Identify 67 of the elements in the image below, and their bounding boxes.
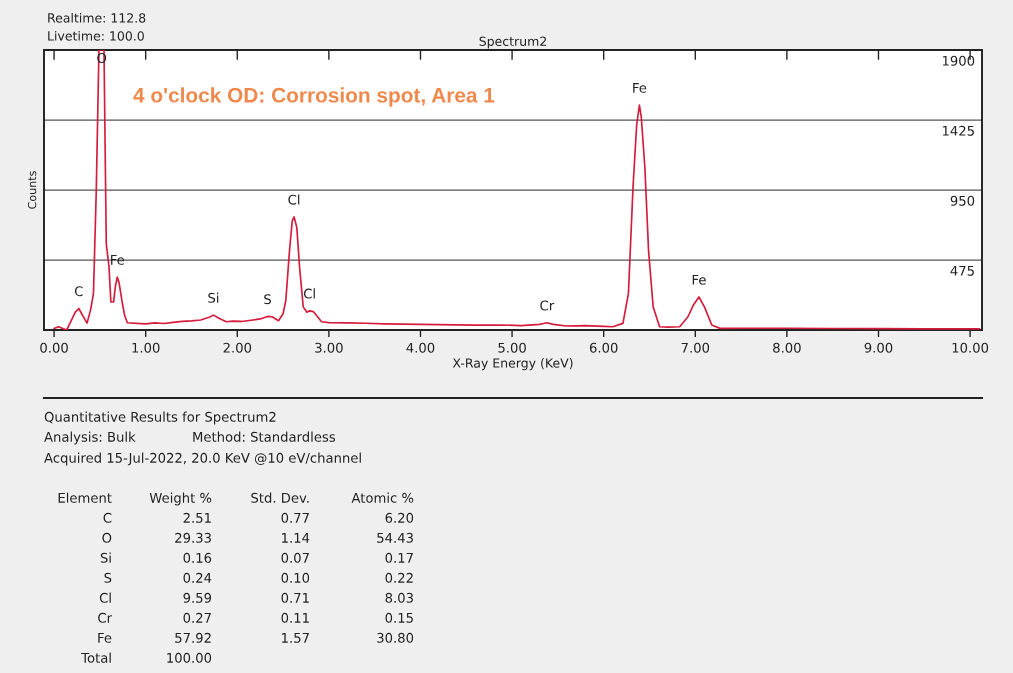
x-tick-label: 2.00 [223,342,252,353]
text: Total [81,652,111,663]
text: 0.71 [281,592,309,603]
text: O [102,532,112,543]
x-tick-label: 10.00 [952,342,989,353]
text: Cr [98,612,112,623]
x-tick-label: 0.00 [40,342,68,353]
text: 0.77 [281,512,309,523]
text: 0.16 [183,552,212,563]
text: 2.51 [183,512,211,523]
text: Atomic % [351,492,414,503]
text: 0.11 [281,612,309,623]
text: 0.15 [385,612,413,623]
text: Analysis: Bulk [44,431,136,445]
text: Weight % [149,492,212,506]
text: 0.27 [183,612,211,623]
text: Method: Standardless [193,431,336,442]
text: 0.10 [281,572,310,583]
text: Fe [98,633,112,643]
text: 1.14 [282,533,310,543]
text: 0.07 [281,552,309,563]
y-tick-label: 1900 [942,55,975,66]
annotation: Fe [692,274,706,285]
x-tick-label: 9.00 [864,342,893,353]
text: 54.43 [377,532,413,543]
y-tick-label: 950 [950,195,975,206]
text: Livetime: 100.0 [48,30,144,41]
y-axis-title: Counts [27,171,37,209]
annotation: 4 o'clock OD: Corrosion spot, Area 1 [133,87,495,107]
text: 0.17 [385,552,413,563]
annotation: Cl [288,194,300,205]
x-tick-label: 8.00 [773,342,801,353]
annotation: Cr [540,300,555,311]
annotation: Si [208,292,219,303]
y-tick-label: 475 [950,265,974,276]
x-tick-label: 3.00 [315,342,343,353]
chart-title: Spectrum2 [479,36,547,49]
x-tick-label: 5.00 [498,342,526,353]
text: 0.22 [385,572,413,583]
annotation: C [74,286,83,297]
annotation: Cl [303,288,315,299]
text: Realtime: 112.8 [48,12,146,23]
text: 9.59 [183,592,212,603]
text: S [104,572,112,583]
x-tick-label: 1.00 [132,342,160,353]
x-axis-title: X-Ray Energy (KeV) [452,358,573,371]
x-tick-label: 6.00 [589,342,618,353]
text: 1.57 [282,633,309,643]
text: C [103,512,112,523]
text: Cl [99,592,111,603]
text: Std. Dev. [251,492,309,503]
text: 100.00 [167,652,212,663]
y-tick-label: 1425 [942,125,974,136]
annotation: Fe [633,83,647,93]
text: 0.24 [183,572,212,583]
text: 8.03 [385,592,413,603]
x-tick-label: 4.00 [406,342,435,353]
x-tick-label: 7.00 [681,342,710,353]
text: 29.33 [175,532,211,543]
text: Quantitative Results for Spectrum2 [44,411,276,425]
text: 30.80 [377,632,414,643]
text: 6.20 [385,512,414,523]
text: Acquired 15-Jul-2022, 20.0 KeV @10 eV/channel [44,452,361,466]
text: 57.92 [175,632,211,643]
annotation: S [264,294,271,305]
text: Si [100,552,111,563]
text: Element [58,492,112,503]
